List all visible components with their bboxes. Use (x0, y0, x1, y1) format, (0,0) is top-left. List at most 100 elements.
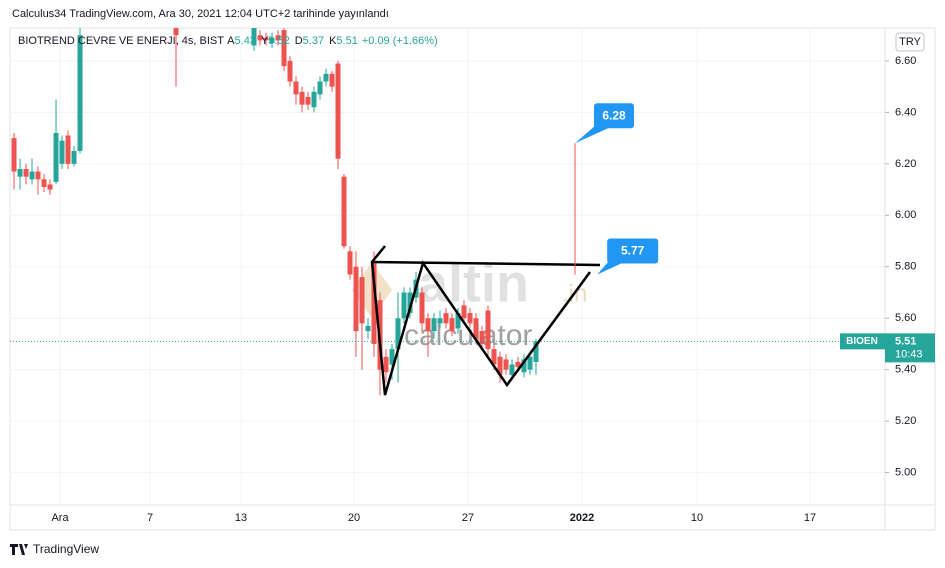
callout-label: 6.28 (602, 108, 626, 122)
price-tag-time: 10:43 (895, 348, 923, 360)
candle-body (431, 318, 437, 332)
candle-body (311, 91, 317, 108)
candle-body (425, 318, 431, 332)
symbol-tag-label: BIOEN (846, 336, 878, 347)
candle-body (269, 37, 275, 43)
y-tick-label: 6.60 (895, 55, 916, 67)
candle-body (521, 359, 527, 373)
candle-body (461, 305, 467, 319)
candle-body (23, 168, 29, 177)
candle-body (173, 28, 179, 36)
candle-body (53, 132, 59, 182)
logo-shape (10, 544, 28, 555)
currency-box (895, 32, 925, 52)
candle-body (443, 313, 449, 324)
legend-part: 5.43 (235, 35, 256, 47)
legend-part: Y (261, 35, 269, 47)
candle-body (371, 261, 377, 344)
candle-body (527, 356, 533, 370)
candle-body (359, 277, 365, 324)
candle-body (419, 292, 425, 324)
x-tick-label: 2022 (570, 512, 594, 524)
candle-body (365, 325, 371, 332)
candle-body (353, 266, 359, 332)
candle-body (341, 176, 347, 247)
y-tick-label: 5.20 (895, 415, 916, 427)
candle-body (389, 349, 395, 365)
candle-body (329, 73, 335, 87)
candle-body (491, 349, 497, 365)
candle-body (65, 135, 71, 164)
legend-part: A (227, 35, 235, 47)
watermark-sub: calculator (404, 319, 532, 352)
candle-body (11, 138, 17, 172)
candle-body (47, 184, 53, 190)
legend-part: 5.51 (336, 35, 357, 47)
candle-body (263, 37, 269, 41)
candle-body (323, 73, 329, 82)
price-tag-value: 5.51 (895, 335, 916, 347)
pattern-drawing (370, 245, 601, 396)
candle-body (287, 60, 293, 82)
candle-body (59, 140, 65, 164)
candle-body (533, 341, 539, 362)
footer-logo: TradingView (10, 542, 99, 556)
currency: TRY (899, 36, 921, 48)
candle-body (77, 35, 83, 151)
candle-body (479, 331, 485, 344)
candle-body (299, 91, 305, 105)
legend-part: K (329, 35, 337, 47)
legend-part: 5.52 (268, 35, 289, 47)
candle-body (335, 63, 341, 159)
x-tick-label: 10 (691, 512, 703, 524)
candle-body (347, 251, 353, 275)
y-tick-label: 5.40 (895, 364, 916, 376)
x-tick-label: 13 (235, 512, 247, 524)
candle-body (71, 150, 77, 164)
candle-body (383, 356, 389, 373)
callout-box (607, 238, 659, 264)
candle-body (275, 35, 281, 41)
candle-body (257, 35, 263, 41)
neckline (371, 260, 601, 267)
candle-body (395, 318, 401, 350)
candle-body (35, 171, 41, 180)
x-tick-label: 7 (147, 512, 153, 524)
candle-body (401, 292, 407, 319)
candle-body (497, 356, 503, 375)
legend: BIOTREND CEVRE VE ENERJI, 4s, BIST A5.43 Y… (18, 35, 438, 47)
candle-body (29, 171, 35, 180)
candle-body (455, 313, 461, 329)
y-tick-label: 5.60 (895, 312, 916, 324)
x-tick-label: 17 (804, 512, 816, 524)
legend-part: +0.09 (+1.66%) (362, 35, 438, 47)
y-tick-label: 6.00 (895, 209, 916, 221)
zigzag (370, 245, 592, 396)
candle-body (251, 28, 257, 46)
callout-label: 5.77 (621, 244, 645, 258)
candle-body (407, 292, 413, 314)
header: Calculus34 TradingView.com, Ara 30, 2021… (12, 8, 389, 20)
frame (9, 27, 936, 531)
x-tick-label: 20 (348, 512, 360, 524)
x-tick-label: 27 (462, 512, 474, 524)
candle-body (41, 179, 47, 187)
candle-body (293, 81, 299, 95)
y-tick-label: 5.00 (895, 466, 916, 478)
candle-body (437, 318, 443, 324)
symbol-tag (840, 333, 885, 350)
candle-body (449, 318, 455, 332)
candle-body (467, 313, 473, 324)
candle-body (317, 81, 323, 95)
watermark: altin .in calculator (352, 253, 587, 352)
y-tick-label: 5.80 (895, 261, 916, 273)
y-tick-label: 6.20 (895, 158, 916, 170)
candle-body (305, 96, 311, 105)
candle-body (281, 30, 287, 67)
legend-part: D (295, 35, 303, 47)
candle-body (515, 361, 521, 368)
candle-body (503, 359, 509, 370)
callout-box (593, 103, 634, 129)
candle-body (509, 364, 515, 375)
